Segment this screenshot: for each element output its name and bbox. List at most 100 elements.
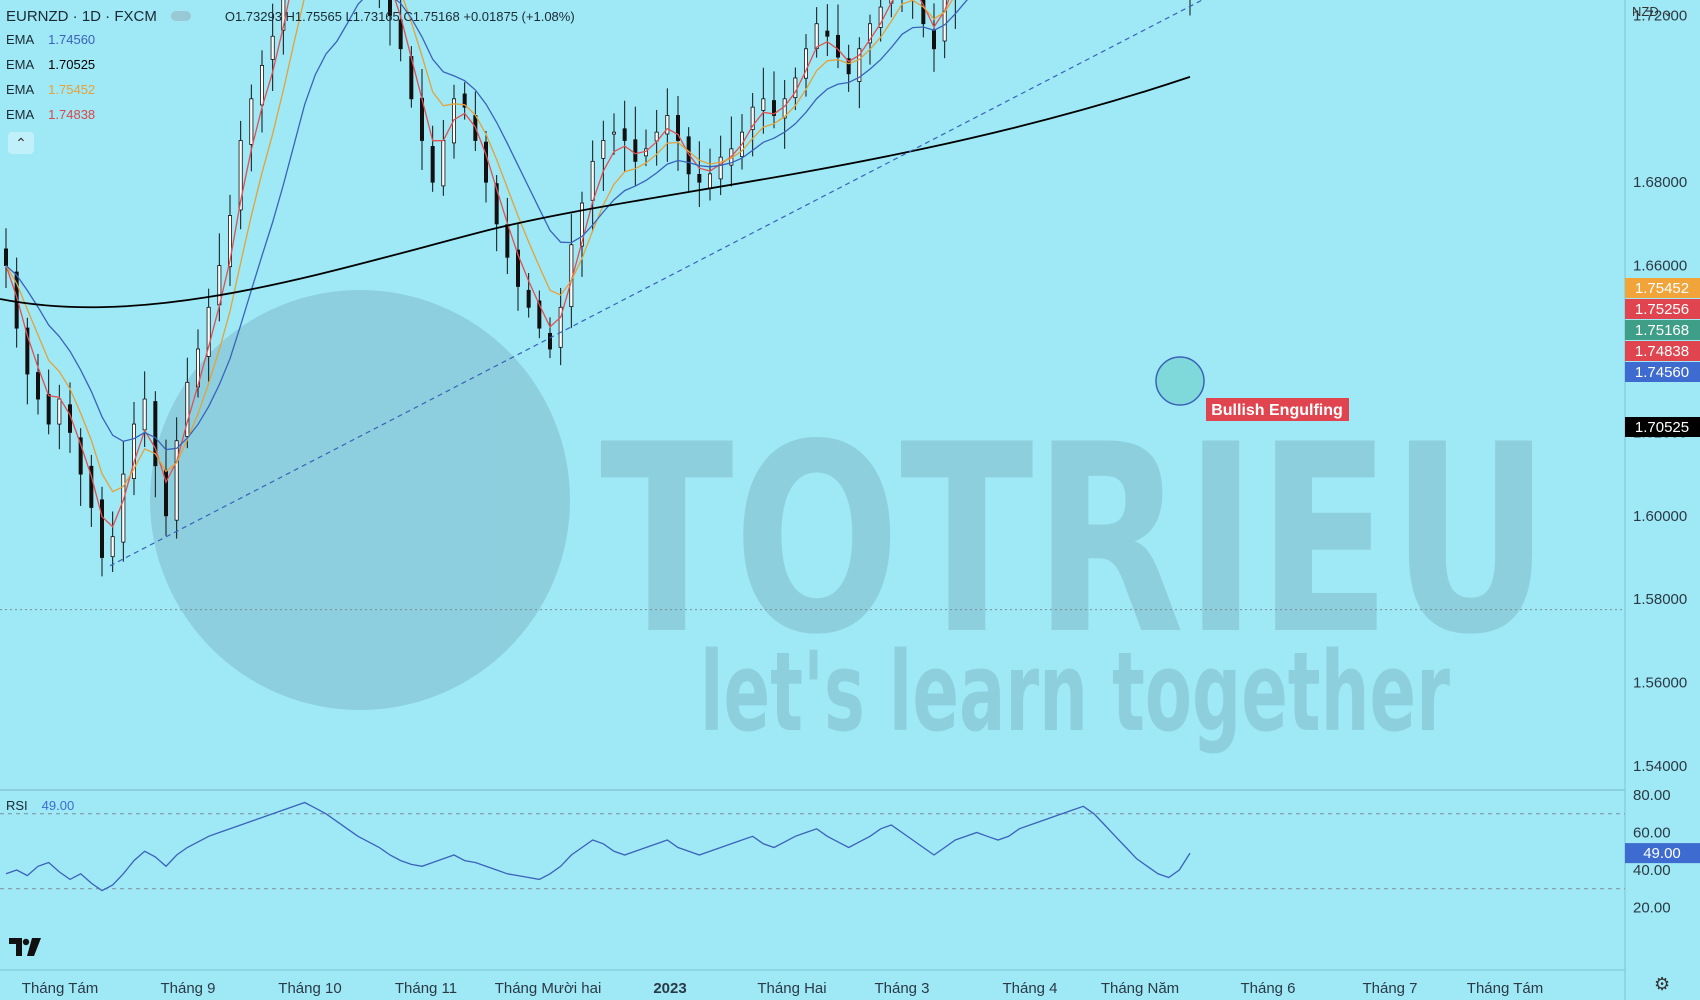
rsi-line[interactable] xyxy=(5,801,1191,892)
candle-body xyxy=(281,0,286,31)
candle-body xyxy=(185,381,190,437)
ema-line[interactable] xyxy=(5,0,1190,451)
candle-body xyxy=(25,327,30,375)
indicator-ema-1[interactable]: EMA 1.74560 xyxy=(6,32,95,47)
collapse-pill-icon[interactable] xyxy=(170,11,191,21)
symbol-header: EURNZD · 1D · FXCM O1.73293 H1.75565 L1.… xyxy=(6,5,575,27)
candle-body xyxy=(131,423,136,479)
candle-body xyxy=(270,35,275,60)
price-tick-label: 1.58000 xyxy=(1633,591,1687,608)
symbol-title[interactable]: EURNZD · 1D · FXCM xyxy=(6,7,157,25)
indicator-ema-3[interactable]: EMA 1.75452 xyxy=(6,82,95,97)
time-tick-label: Tháng Mười hai xyxy=(495,980,602,997)
time-tick-label: Tháng 11 xyxy=(395,980,457,997)
candle-body xyxy=(665,115,670,135)
candle-body xyxy=(644,148,649,157)
indicator-value: 1.70525 xyxy=(48,57,96,72)
candle-body xyxy=(249,98,254,145)
watermark-brand: TOTRIEU xyxy=(600,390,1550,692)
watermark: TOTRIEU let's learn together xyxy=(150,290,1550,756)
ema-line[interactable] xyxy=(5,0,1190,528)
indicator-value: 1.74838 xyxy=(48,107,96,122)
indicator-label: EMA xyxy=(6,82,35,97)
price-label-value: 1.74560 xyxy=(1635,364,1689,381)
candle-body xyxy=(441,140,446,187)
indicator-ema-2[interactable]: EMA 1.70525 xyxy=(6,57,95,72)
candle-body xyxy=(612,131,617,135)
candle-body xyxy=(238,140,243,211)
price-label-badge xyxy=(1625,278,1700,298)
tradingview-logo-icon[interactable] xyxy=(8,936,42,958)
collapse-legend-button[interactable]: ⌃ xyxy=(8,132,34,154)
currency-selector[interactable]: NZD ⌄ xyxy=(1632,4,1673,20)
indicator-label: EMA xyxy=(6,107,35,122)
candle-body xyxy=(697,174,702,183)
indicator-label: EMA xyxy=(6,32,35,47)
price-tick-label: 1.56000 xyxy=(1633,675,1687,692)
time-tick-label: 2023 xyxy=(653,980,686,997)
rsi-value-label: 49.00 xyxy=(1643,845,1681,862)
price-tick-label: 1.68000 xyxy=(1633,174,1687,191)
candle-body xyxy=(622,128,627,141)
candle-body xyxy=(718,156,723,180)
candle-body xyxy=(814,23,819,49)
candle-body xyxy=(782,98,787,119)
time-tick-label: Tháng 7 xyxy=(1362,980,1417,997)
candle-body xyxy=(825,30,830,37)
candle-body xyxy=(387,0,392,16)
time-tick-label: Tháng Tám xyxy=(22,980,98,997)
candle-body xyxy=(793,77,798,99)
rsi-value-badge xyxy=(1625,843,1700,864)
candle-body xyxy=(633,139,638,162)
candle-body xyxy=(78,437,83,475)
candle-body xyxy=(846,58,851,75)
rsi-tick-label: 20.00 xyxy=(1633,900,1671,917)
candle-body xyxy=(708,173,713,189)
candle-body xyxy=(537,300,542,329)
time-tick-label: Tháng 9 xyxy=(160,980,215,997)
price-label-value: 1.75256 xyxy=(1635,301,1689,318)
indicator-value: 1.74560 xyxy=(48,32,96,47)
currency-label: NZD xyxy=(1632,4,1659,19)
candle-body xyxy=(942,0,947,42)
price-label-badge xyxy=(1625,362,1700,382)
candle-body xyxy=(121,473,126,543)
time-tick-label: Tháng 3 xyxy=(874,980,929,997)
candle-body xyxy=(494,183,499,225)
rsi-legend[interactable]: RSI 49.00 xyxy=(6,798,74,813)
time-tick-label: Tháng Hai xyxy=(757,980,826,997)
candle-body xyxy=(558,306,563,348)
candle-body xyxy=(772,100,777,116)
indicator-ema-4[interactable]: EMA 1.74838 xyxy=(6,107,95,122)
annotation-text: Bullish Engulfing xyxy=(1211,402,1343,419)
rsi-value: 49.00 xyxy=(41,798,75,813)
ema-200-line[interactable] xyxy=(0,76,1191,309)
candle-body xyxy=(483,141,488,183)
candle-body xyxy=(89,465,94,508)
annotation-badge[interactable] xyxy=(1206,398,1349,421)
ohlc-readout: O1.73293 H1.75565 L1.73165 C1.75168 +0.0… xyxy=(224,8,575,24)
candle-body xyxy=(750,106,755,130)
watermark-slogan: let's learn together xyxy=(700,628,1450,756)
candle-body xyxy=(57,398,62,425)
trendline[interactable] xyxy=(109,0,1410,567)
candle-body xyxy=(206,306,211,357)
price-label-value: 1.75452 xyxy=(1635,280,1689,297)
candle-body xyxy=(46,393,51,425)
candle-body xyxy=(4,248,9,266)
rsi-tick-label: 80.00 xyxy=(1633,787,1671,804)
candle-body xyxy=(580,202,585,247)
candle-body xyxy=(153,401,158,467)
chevron-up-icon: ⌃ xyxy=(15,135,27,151)
candle-body xyxy=(516,249,521,287)
price-label-value: 1.70525 xyxy=(1635,419,1689,436)
price-tick-label: 1.66000 xyxy=(1633,258,1687,275)
engulfing-highlight-circle[interactable] xyxy=(1155,356,1205,406)
price-label-badge xyxy=(1625,417,1700,437)
candle-body xyxy=(857,48,862,82)
gear-icon[interactable]: ⚙ xyxy=(1654,974,1671,994)
candle-body xyxy=(761,98,766,111)
time-tick-label: Tháng Tám xyxy=(1467,980,1543,997)
candle-body xyxy=(259,65,264,106)
